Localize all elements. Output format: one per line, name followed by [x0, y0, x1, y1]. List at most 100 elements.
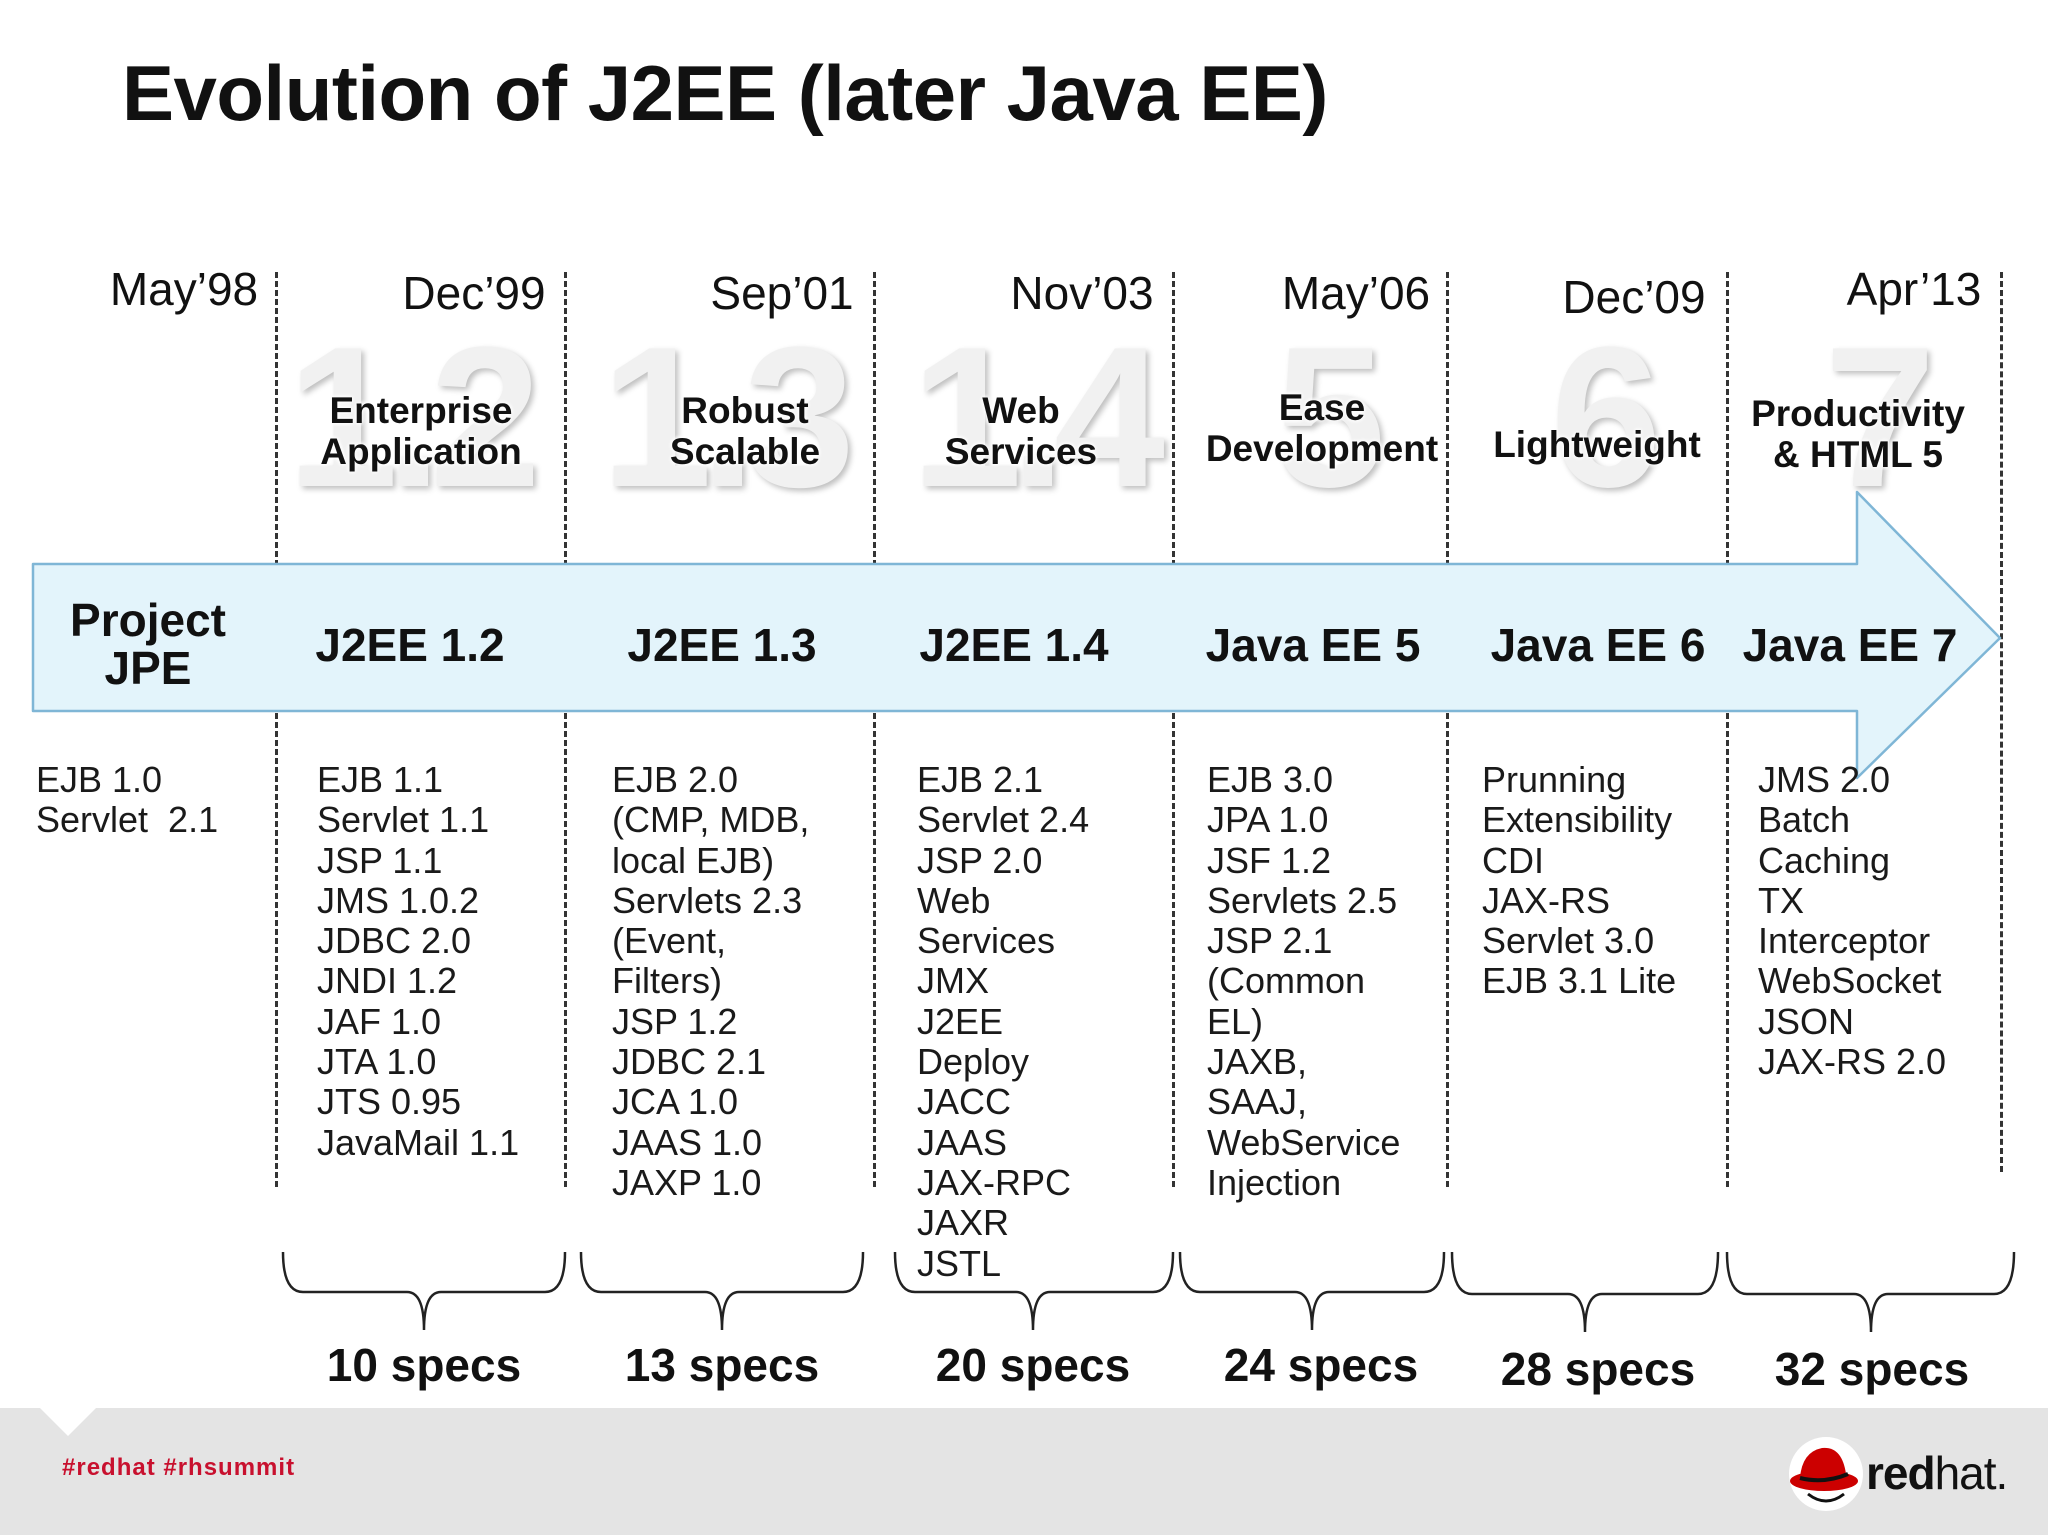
release-theme: Productivity & HTML 5 — [1751, 393, 1965, 475]
redhat-wordmark: redhat. — [1866, 1446, 2009, 1500]
spec-item: JAX-RS — [1482, 879, 1611, 921]
version-number-watermark: 1.4 — [910, 306, 1165, 529]
release-theme: Enterprise Application — [320, 390, 522, 472]
spec-item: Caching — [1758, 839, 1891, 881]
column-divider — [2000, 272, 2003, 1172]
spec-item: (Event, — [612, 920, 727, 962]
release-date: Apr’13 — [1846, 263, 1982, 315]
release-theme: Ease Development — [1205, 387, 1439, 469]
spec-list: JMS 2.0 Batch Caching TX Interceptor WebSocke… — [1758, 759, 1947, 1083]
release-date: May’06 — [1281, 267, 1431, 319]
spec-item: Filters) — [612, 960, 722, 1002]
version-label: J2EE 1.4 — [919, 619, 1109, 671]
spec-item: Servlet 3.0 — [1482, 920, 1655, 962]
spec-item: WebService — [1207, 1121, 1401, 1163]
footer-hashtags: #redhat #rhsummit — [62, 1454, 296, 1481]
spec-item: Services — [917, 920, 1056, 962]
spec-count: 28 specs — [1500, 1343, 1696, 1395]
spec-item: EJB 3.1 Lite — [1482, 960, 1677, 1002]
spec-item: JavaMail 1.1 — [317, 1121, 520, 1163]
version-label: Java EE 7 — [1742, 619, 1958, 671]
spec-item: JAXP 1.0 — [612, 1161, 762, 1203]
spec-item: JSP 1.2 — [612, 1000, 738, 1042]
redhat-logo-icon — [1789, 1437, 1863, 1511]
spec-count: 24 specs — [1223, 1339, 1419, 1391]
spec-item: Interceptor — [1758, 920, 1931, 962]
spec-item: JTS 0.95 — [317, 1081, 462, 1123]
version-label: Project JPE — [70, 594, 226, 694]
spec-count: 13 specs — [624, 1339, 820, 1391]
spec-item: (Common — [1207, 960, 1366, 1002]
spec-item: Prunning — [1482, 759, 1627, 800]
spec-item: Deploy — [917, 1041, 1030, 1083]
spec-item: Injection — [1207, 1161, 1342, 1203]
spec-item: JSON — [1758, 1000, 1855, 1042]
curly-brace — [1450, 1251, 1720, 1333]
release-theme: Robust Scalable — [669, 390, 821, 472]
spec-item: JDBC 2.0 — [317, 920, 472, 962]
spec-item: JAX-RS 2.0 — [1758, 1041, 1947, 1083]
footer-notch — [38, 1406, 98, 1436]
spec-count: 10 specs — [326, 1339, 522, 1391]
version-label: Java EE 5 — [1205, 619, 1421, 671]
release-date: Sep’01 — [710, 267, 854, 319]
spec-item: (CMP, MDB, — [612, 799, 810, 841]
spec-item: JSP 1.1 — [317, 839, 443, 881]
spec-item: WebSocket — [1758, 960, 1942, 1002]
spec-item: EJB 1.1 — [317, 759, 444, 800]
spec-item: SAAJ, — [1207, 1081, 1308, 1123]
spec-item: JACC — [917, 1081, 1012, 1123]
spec-item: EJB 3.0 — [1207, 759, 1334, 800]
spec-item: Servlet 2.1 — [36, 799, 219, 841]
spec-list: Prunning Extensibility CDI JAX-RS Servlet 3.… — [1482, 759, 1677, 1002]
spec-item: JSP 2.0 — [917, 839, 1043, 881]
column-divider — [1172, 272, 1175, 1187]
spec-item: Servlets 2.3 — [612, 879, 803, 921]
spec-item: Batch — [1758, 799, 1851, 841]
footer-bar — [0, 1408, 2048, 1535]
spec-item: J2EE — [917, 1000, 1004, 1042]
curly-brace — [1178, 1251, 1446, 1331]
spec-item: JDBC 2.1 — [612, 1041, 767, 1083]
spec-item: JPA 1.0 — [1207, 799, 1329, 841]
spec-list: EJB 1.1 Servlet 1.1 JSP 1.1 JMS 1.0.2 JDBC 2… — [317, 759, 520, 1163]
spec-item: JNDI 1.2 — [317, 960, 458, 1002]
spec-item: JSTL — [917, 1242, 1002, 1284]
spec-list: EJB 3.0 JPA 1.0 JSF 1.2 Servlets 2.5 JSP 2.1… — [1207, 759, 1401, 1203]
redhat-wordmark-regular: hat. — [1934, 1447, 2009, 1499]
spec-item: Servlet 2.4 — [917, 799, 1090, 841]
spec-item: JAAS 1.0 — [612, 1121, 763, 1163]
spec-count: 32 specs — [1774, 1343, 1970, 1395]
version-number-watermark: 7 — [1824, 306, 1935, 529]
spec-list: EJB 1.0 Servlet 2.1 — [36, 759, 219, 841]
spec-count: 20 specs — [935, 1339, 1131, 1391]
version-number-watermark: 6 — [1550, 306, 1661, 529]
release-theme: Lightweight — [1493, 424, 1701, 465]
spec-item: Servlets 2.5 — [1207, 879, 1398, 921]
spec-item: JAXB, — [1207, 1041, 1308, 1083]
spec-list: EJB 2.1 Servlet 2.4 JSP 2.0 Web Services JMX J… — [917, 759, 1090, 1284]
version-number-watermark: 1.3 — [600, 306, 855, 529]
release-date: Dec’09 — [1562, 271, 1706, 323]
spec-item: JTA 1.0 — [317, 1041, 437, 1083]
spec-item: JAX-RPC — [917, 1161, 1072, 1203]
version-number-watermark: 1.2 — [286, 306, 541, 529]
spec-item: EJB 1.0 — [36, 759, 163, 800]
column-divider — [1726, 272, 1729, 1187]
spec-item: JMX — [917, 960, 989, 1002]
release-date: Dec’99 — [402, 267, 546, 319]
spec-item: JMS 1.0.2 — [317, 879, 480, 921]
curly-brace — [281, 1251, 567, 1331]
spec-item: CDI — [1482, 839, 1544, 881]
timeline-arrow-shape — [31, 490, 2002, 780]
redhat-wordmark-bold: red — [1866, 1447, 1936, 1499]
spec-item: Servlet 1.1 — [317, 799, 490, 841]
version-number-watermark: 5 — [1274, 306, 1385, 529]
spec-item: EL) — [1207, 1000, 1264, 1042]
column-divider — [564, 272, 567, 1187]
spec-item: JAXR — [917, 1202, 1010, 1244]
spec-item: Web — [917, 879, 991, 921]
spec-item: JSP 2.1 — [1207, 920, 1333, 962]
